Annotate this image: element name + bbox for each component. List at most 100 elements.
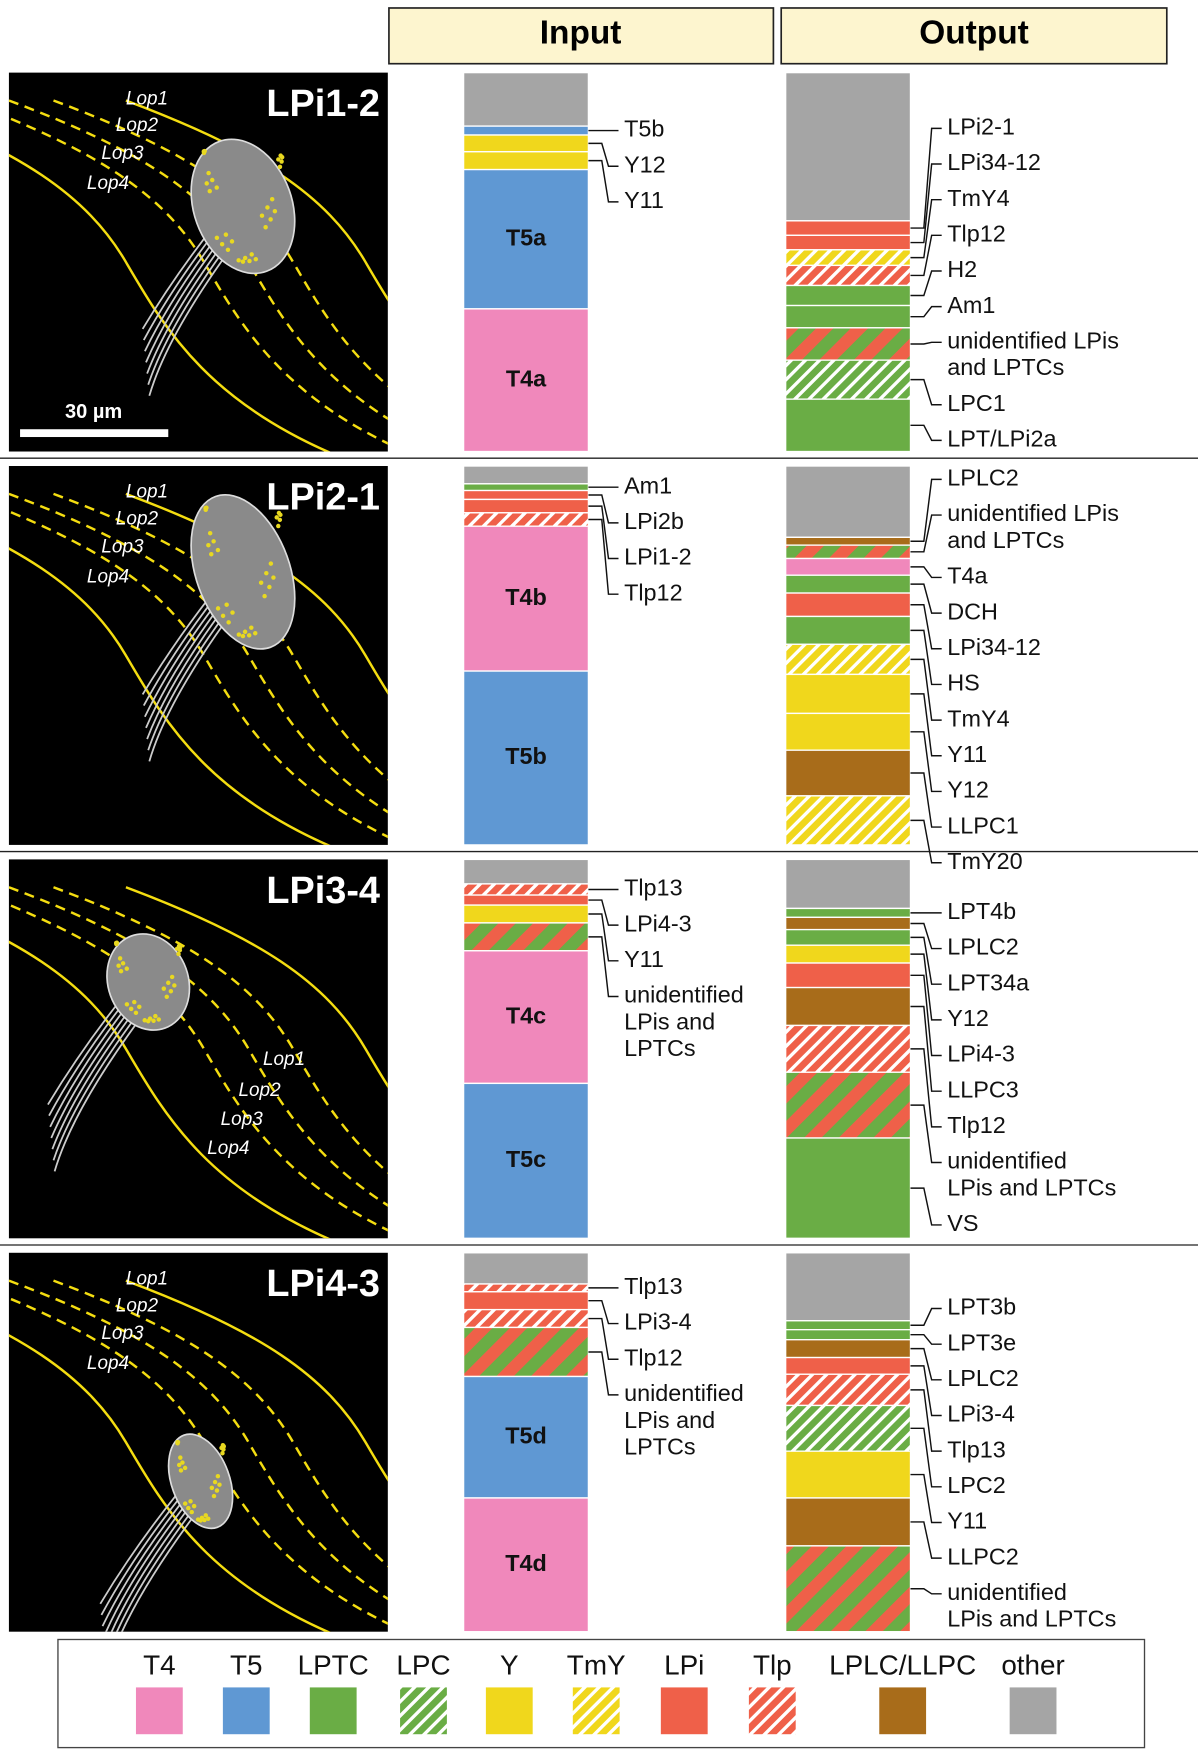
bar-segment bbox=[786, 945, 911, 963]
legend-label: Y bbox=[500, 1650, 519, 1681]
synapse-dot bbox=[190, 1510, 194, 1514]
segment-label: T4b bbox=[505, 584, 547, 610]
legend-swatch bbox=[486, 1687, 533, 1734]
synapse-dot bbox=[119, 969, 123, 973]
callout-label: LPLC2 bbox=[947, 465, 1019, 491]
callout-label: LPis and bbox=[624, 1407, 715, 1433]
bar-segment bbox=[786, 545, 911, 558]
callout-line bbox=[910, 307, 941, 317]
bar-segment bbox=[786, 1072, 911, 1138]
bar-segment bbox=[786, 328, 911, 360]
synapse-dot bbox=[222, 1444, 226, 1448]
synapse-dot bbox=[216, 606, 220, 610]
bar-segment bbox=[786, 235, 911, 249]
synapse-dot bbox=[208, 531, 212, 535]
layer-label: Lop2 bbox=[116, 115, 159, 136]
bar-segment bbox=[786, 1138, 911, 1238]
callout-label: unidentified bbox=[624, 1380, 744, 1406]
bar-segment bbox=[786, 859, 911, 908]
legend-swatch bbox=[400, 1687, 447, 1734]
bar-segment bbox=[786, 616, 911, 644]
segment-label: T4c bbox=[506, 1002, 546, 1028]
callout-label: Y11 bbox=[947, 741, 987, 767]
legend-label: TmY bbox=[567, 1650, 626, 1681]
bar-segment bbox=[464, 1253, 589, 1284]
synapse-dot bbox=[276, 524, 280, 528]
bar-segment bbox=[786, 250, 911, 266]
synapse-dot bbox=[177, 1463, 181, 1467]
callout-label: unidentified LPis bbox=[947, 327, 1119, 353]
callout-label: LPT4b bbox=[947, 898, 1016, 924]
bar-segment bbox=[464, 1327, 589, 1376]
panel-title: LPi2-1 bbox=[266, 476, 380, 518]
callout-line bbox=[910, 732, 941, 792]
bar-segment bbox=[464, 499, 589, 512]
synapse-dot bbox=[166, 981, 170, 985]
synapse-dot bbox=[170, 975, 174, 979]
legend-swatch bbox=[136, 1687, 183, 1734]
synapse-dot bbox=[215, 185, 219, 189]
callout-label: LPis and LPTCs bbox=[947, 1174, 1116, 1200]
synapse-dot bbox=[269, 561, 273, 565]
callout-label: Tlp12 bbox=[624, 1344, 683, 1370]
callout-label: LPC1 bbox=[947, 390, 1006, 416]
bar-segment bbox=[464, 466, 589, 484]
bar-segment bbox=[464, 1284, 589, 1292]
callout-label: and LPTCs bbox=[947, 527, 1064, 553]
callout-label: LPLC2 bbox=[947, 1365, 1019, 1391]
bar-segment bbox=[786, 399, 911, 451]
legend-label: T5 bbox=[230, 1650, 263, 1681]
bar-segment bbox=[464, 895, 589, 905]
synapse-dot bbox=[249, 252, 253, 256]
synapse-dot bbox=[157, 1017, 161, 1021]
layer-label: Lop4 bbox=[87, 1353, 129, 1374]
bar-segment bbox=[786, 1498, 911, 1546]
synapse-dot bbox=[196, 1517, 200, 1521]
bar-segment bbox=[786, 1358, 911, 1375]
page: {"header": {"columns": ["Input", "Output… bbox=[0, 0, 1198, 1750]
legend-swatch bbox=[310, 1687, 357, 1734]
synapse-dot bbox=[267, 585, 271, 589]
callout-label: TmY4 bbox=[947, 705, 1009, 731]
callout-line bbox=[910, 1105, 941, 1162]
layer-label: Lop2 bbox=[116, 509, 159, 530]
callout-label: H2 bbox=[947, 256, 977, 282]
synapse-dot bbox=[213, 1480, 217, 1484]
callout-label: LPC2 bbox=[947, 1472, 1006, 1498]
synapse-dot bbox=[241, 259, 245, 263]
bar-segment bbox=[786, 1253, 911, 1321]
segment-label: T4d bbox=[505, 1550, 547, 1576]
synapse-dot bbox=[220, 1451, 224, 1455]
synapse-dot bbox=[237, 632, 241, 636]
callout-line bbox=[910, 975, 941, 1055]
synapse-dot bbox=[176, 1440, 180, 1444]
synapse-dot bbox=[216, 548, 220, 552]
segment-label: T5d bbox=[505, 1422, 547, 1448]
synapse-dot bbox=[129, 1007, 133, 1011]
callout-label: LPi4-3 bbox=[947, 1041, 1015, 1067]
synapse-dot bbox=[205, 181, 209, 185]
synapse-dot bbox=[179, 1468, 183, 1472]
callout-label: Y12 bbox=[947, 777, 989, 803]
bar-segment bbox=[786, 1451, 911, 1498]
bar-segment bbox=[786, 537, 911, 545]
bar-segment bbox=[786, 750, 911, 796]
bar-segment bbox=[786, 73, 911, 221]
callout-label: HS bbox=[947, 670, 980, 696]
synapse-dot bbox=[276, 157, 280, 161]
callout-line bbox=[588, 1352, 618, 1395]
callout-label: LPLC2 bbox=[947, 934, 1019, 960]
synapse-dot bbox=[178, 1455, 182, 1459]
synapse-dot bbox=[280, 155, 284, 159]
callout-line bbox=[588, 937, 618, 997]
synapse-dot bbox=[270, 197, 274, 201]
synapse-dot bbox=[178, 945, 182, 949]
callout-label: LPi34-12 bbox=[947, 149, 1041, 175]
callout-line bbox=[910, 1349, 941, 1380]
legend-swatch bbox=[661, 1687, 708, 1734]
synapse-dot bbox=[192, 1504, 196, 1508]
bar-segment bbox=[786, 466, 911, 537]
legend-label: T4 bbox=[143, 1650, 176, 1681]
synapse-dot bbox=[224, 602, 228, 606]
synapse-dot bbox=[142, 1018, 146, 1022]
